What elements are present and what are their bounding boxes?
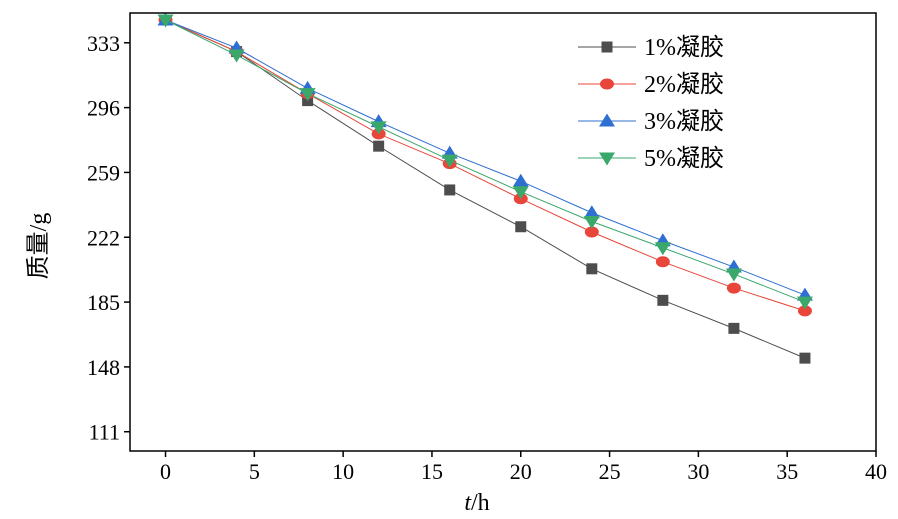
data-point-2-9 <box>726 282 741 294</box>
data-point-3-7 <box>583 205 600 219</box>
legend-label-2: 2%凝胶 <box>644 71 724 98</box>
data-point-1-6 <box>515 221 527 233</box>
y-tick-label-111: 111 <box>89 420 120 445</box>
x-tick-label-5: 5 <box>249 459 260 484</box>
legend-label-4: 5%凝胶 <box>644 145 724 172</box>
y-axis-title: 质量/g <box>25 213 52 280</box>
data-point-2-8 <box>655 256 670 268</box>
x-tick-label-35: 35 <box>776 459 798 484</box>
legend-marker-3 <box>599 113 615 127</box>
data-point-4-7 <box>583 215 600 229</box>
legend-label-1: 1%凝胶 <box>644 34 724 61</box>
data-point-4-9 <box>725 268 742 282</box>
data-point-1-9 <box>728 322 740 334</box>
data-point-4-1 <box>157 14 174 28</box>
data-point-1-5 <box>444 184 456 196</box>
data-point-2-10 <box>797 305 812 317</box>
x-tick-label-0: 0 <box>160 459 171 484</box>
series-line-3 <box>165 19 806 296</box>
axes: 0 5 10 15 20 25 30 35 40 111 148 185 222 259 296 333 <box>87 12 887 484</box>
data-point-4-2 <box>228 49 245 63</box>
legend-marker-4 <box>599 152 615 166</box>
data-point-3-6 <box>512 173 529 187</box>
x-tick-label-30: 30 <box>687 459 709 484</box>
legend-marker-2 <box>600 78 614 90</box>
x-tick-label-10: 10 <box>332 459 354 484</box>
x-axis-title: t/h <box>464 490 489 516</box>
plot-frame <box>129 12 877 452</box>
y-tick-label-185: 185 <box>87 290 120 315</box>
data-point-4-4 <box>370 121 387 135</box>
series-line-4 <box>165 19 806 303</box>
legend-item-2: 2%凝胶 <box>578 71 724 98</box>
data-point-1-8 <box>657 294 669 306</box>
x-tick-label-20: 20 <box>510 459 532 484</box>
data-point-4-10 <box>796 296 813 310</box>
data-point-1-7 <box>586 263 598 275</box>
data-point-2-7 <box>584 226 599 238</box>
legend-marker-1 <box>601 41 613 53</box>
series-line-2 <box>165 19 806 312</box>
x-tick-label-40: 40 <box>865 459 887 484</box>
x-axis-title-italic: t <box>464 490 472 516</box>
x-axis-title-unit: /h <box>471 490 490 516</box>
y-tick-label-296: 296 <box>87 96 120 121</box>
y-tick-label-148: 148 <box>87 355 120 380</box>
legend-item-3: 3%凝胶 <box>578 108 724 135</box>
series-group <box>157 12 813 364</box>
y-tick-label-333: 333 <box>87 31 120 56</box>
legend: 1%凝胶 2%凝胶 3%凝胶 5%凝胶 <box>578 34 724 172</box>
series-line-1 <box>165 19 806 359</box>
x-tick-label-15: 15 <box>421 459 443 484</box>
data-point-1-4 <box>373 140 385 152</box>
data-point-4-5 <box>441 154 458 168</box>
series-4 <box>157 14 813 310</box>
data-point-1-10 <box>799 352 811 364</box>
data-point-4-8 <box>654 242 671 256</box>
y-tick-label-222: 222 <box>87 225 120 250</box>
x-tick-label-25: 25 <box>599 459 621 484</box>
y-tick-label-259: 259 <box>87 160 120 185</box>
data-point-4-3 <box>299 88 316 102</box>
legend-item-4: 5%凝胶 <box>578 145 724 172</box>
data-point-4-6 <box>512 186 529 200</box>
legend-label-3: 3%凝胶 <box>644 108 724 135</box>
legend-item-1: 1%凝胶 <box>578 34 724 61</box>
